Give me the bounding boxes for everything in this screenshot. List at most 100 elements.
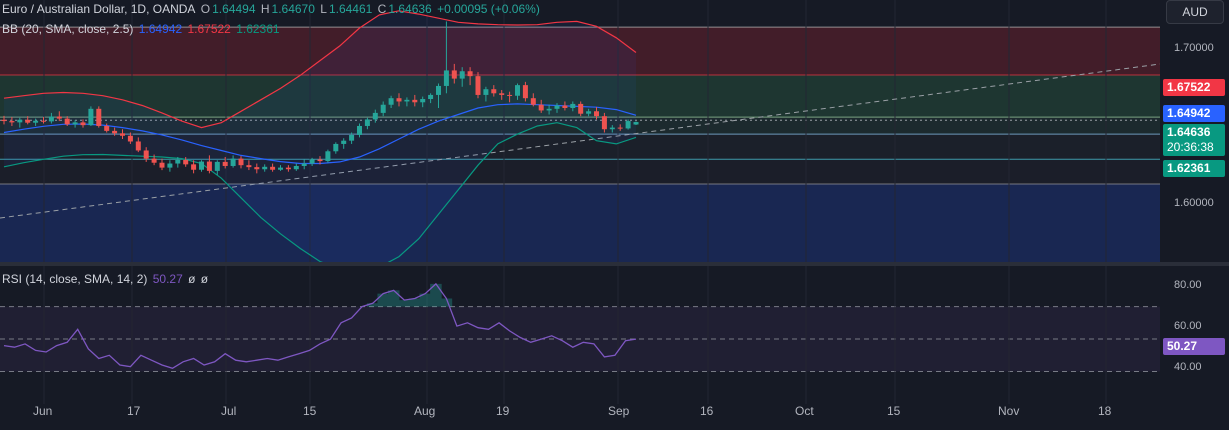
- zone-support: [0, 183, 1160, 262]
- candle-body: [396, 98, 402, 102]
- candle-body: [183, 159, 189, 165]
- candle-body: [41, 120, 46, 122]
- candle-body: [609, 127, 615, 130]
- candle-body: [443, 70, 449, 86]
- candle-body: [206, 161, 212, 171]
- candle-body: [333, 143, 339, 152]
- candle-body: [436, 85, 441, 95]
- time-label: Jun: [33, 404, 53, 418]
- candle-body: [507, 94, 513, 96]
- price-tick: 1.70000: [1174, 42, 1214, 54]
- candle-body: [214, 161, 220, 171]
- candle-body: [617, 127, 623, 129]
- candle-body: [554, 105, 560, 109]
- rsi-line: [3, 282, 637, 370]
- candle-body: [9, 121, 15, 123]
- price-tick: 1.60000: [1174, 197, 1214, 209]
- candle-body: [404, 99, 410, 102]
- trend-line: [0, 63, 1161, 219]
- candle-body: [222, 161, 228, 166]
- main-chart-pane[interactable]: [0, 0, 1161, 271]
- candle-body: [112, 130, 118, 134]
- candle-body: [451, 70, 457, 79]
- candle-body: [578, 103, 584, 114]
- candle-body: [33, 120, 39, 123]
- candle-body: [72, 122, 78, 125]
- candle-body: [254, 167, 260, 170]
- time-label: 15: [887, 404, 901, 418]
- time-label: Jul: [221, 404, 237, 418]
- candle-body: [475, 76, 481, 95]
- candle-body: [262, 166, 268, 170]
- candle-body: [135, 141, 141, 151]
- candle-body: [230, 158, 236, 166]
- candle-body: [80, 122, 86, 126]
- zone-resistance: [0, 27, 1160, 76]
- rsi-tick: 40.00: [1174, 361, 1202, 373]
- candle-body: [625, 121, 631, 129]
- candle-body: [459, 71, 465, 79]
- candle-body: [96, 108, 102, 126]
- bb-legend[interactable]: BB (20, SMA, close, 2.5) 1.64942 1.67522…: [2, 22, 282, 36]
- candle-body: [25, 119, 31, 123]
- rsi-value-tag: 50.27: [1163, 338, 1225, 355]
- rsi-legend-value: 50.27: [152, 272, 183, 286]
- lower-band-tag: 1.62361: [1163, 160, 1225, 177]
- candle-body: [428, 94, 434, 100]
- candle-body: [167, 163, 173, 168]
- last-price-tag: 1.64636 20:36:38: [1163, 124, 1225, 156]
- price-chart[interactable]: [0, 0, 1161, 271]
- candle-body: [120, 133, 125, 136]
- candle-body: [151, 158, 157, 163]
- time-label: 18: [1098, 404, 1112, 418]
- candle-body: [317, 159, 323, 162]
- bb-basis-value: 1.64942: [138, 22, 183, 36]
- candle-body: [191, 164, 197, 170]
- candle-body: [491, 89, 497, 94]
- rsi-legend[interactable]: RSI (14, close, SMA, 14, 2) 50.27 ø ø: [2, 272, 209, 286]
- time-label: 17: [127, 404, 141, 418]
- candle-body: [522, 85, 528, 99]
- rsi-tick: 80.00: [1174, 279, 1202, 291]
- time-label: Aug: [414, 404, 436, 418]
- candle-body: [325, 151, 331, 162]
- candle-body: [1, 119, 7, 122]
- candle-body: [127, 135, 133, 142]
- candle-body: [530, 98, 536, 105]
- candle-body: [143, 150, 149, 159]
- candle-body: [467, 71, 473, 77]
- time-label: 19: [496, 404, 510, 418]
- upper-band-tag: 1.67522: [1163, 79, 1225, 96]
- last-price-value: 1.64636: [1167, 125, 1211, 139]
- candle-body: [372, 112, 378, 120]
- candle-body: [341, 140, 347, 144]
- symbol-title[interactable]: Euro / Australian Dollar, 1D, OANDA: [2, 2, 196, 16]
- time-label: Oct: [795, 404, 814, 418]
- rsi-pane[interactable]: [0, 266, 1160, 404]
- candle-body: [199, 161, 204, 170]
- candle-body: [270, 166, 276, 170]
- candle-body: [64, 118, 70, 125]
- candle-body: [56, 116, 62, 119]
- time-label: 15: [303, 404, 317, 418]
- candle-body: [586, 111, 592, 114]
- candle-body: [570, 103, 576, 108]
- candle-body: [238, 158, 244, 166]
- candle-body: [285, 167, 291, 170]
- rsi-title: RSI (14, close, SMA, 14, 2): [2, 272, 148, 286]
- candle-body: [594, 111, 599, 117]
- candle-body: [633, 122, 639, 125]
- currency-button[interactable]: AUD: [1166, 0, 1224, 24]
- rsi-chart[interactable]: [0, 266, 1160, 404]
- pane-separator[interactable]: [0, 262, 1229, 266]
- candle-body: [420, 99, 426, 103]
- candle-body: [48, 116, 54, 122]
- time-axis[interactable]: [0, 404, 1160, 430]
- candle-body: [515, 85, 520, 96]
- candle-body: [17, 119, 23, 123]
- candle-body: [538, 104, 544, 111]
- time-label: Nov: [998, 404, 1020, 418]
- candle-body: [278, 167, 283, 170]
- candle-body: [380, 104, 386, 113]
- candle-body: [499, 93, 505, 95]
